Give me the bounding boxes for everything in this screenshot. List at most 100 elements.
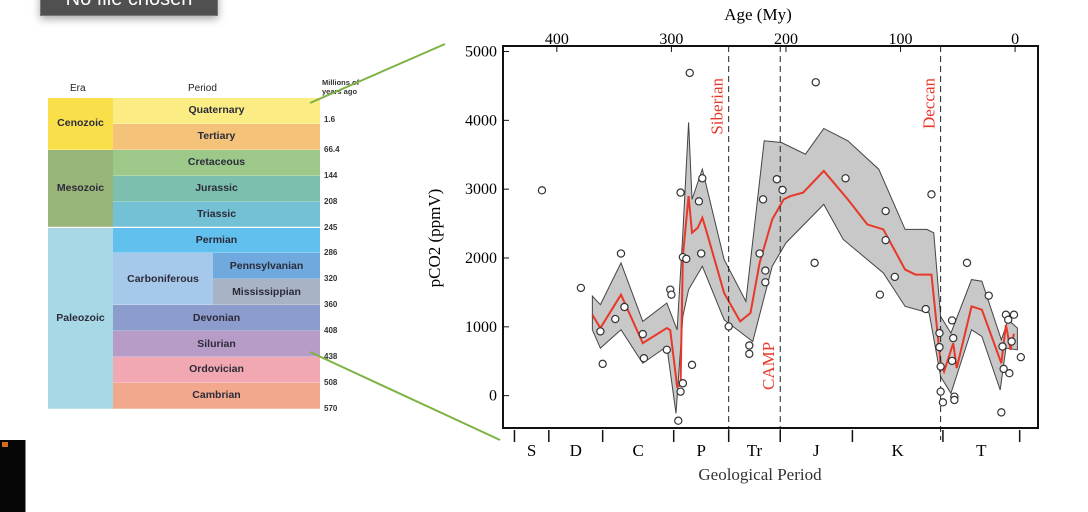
data-point [962, 258, 972, 268]
data-point [676, 387, 685, 396]
data-point [1009, 310, 1019, 319]
data-point [841, 174, 850, 183]
plot-frame [502, 45, 1039, 429]
period-label: K [892, 441, 905, 460]
era-cell: Paleozoic [48, 227, 113, 409]
data-point [755, 249, 764, 258]
data-point [772, 175, 782, 184]
period-label: C [633, 441, 644, 460]
period-cell: Quaternary [113, 98, 320, 124]
data-point [596, 327, 605, 336]
data-point [620, 302, 629, 312]
data-point [1007, 337, 1016, 346]
x-tick-label: 200 [774, 31, 798, 48]
data-point [639, 354, 649, 363]
boundary-age: 360 [324, 300, 338, 310]
zoom-connector-bottom [309, 351, 501, 441]
data-point [935, 328, 944, 338]
subperiod-cell: Mississippian [213, 279, 320, 306]
boundary-age: 208 [324, 196, 338, 206]
data-point [938, 398, 948, 407]
data-point [676, 188, 685, 197]
data-point [724, 322, 733, 331]
period-cell: Triassic [113, 201, 320, 228]
period-label: S [527, 441, 536, 460]
y-tick-label: 4000 [465, 112, 497, 129]
data-point [682, 254, 691, 264]
confidence-band [591, 122, 1018, 414]
data-point [698, 174, 707, 183]
data-point [1004, 315, 1013, 324]
period-cell: Devonian [113, 305, 320, 332]
period-label: J [813, 441, 820, 460]
period-cell: Ordovician [113, 357, 320, 383]
x-axis-bottom-label: Geological Period [698, 465, 822, 484]
data-point [811, 78, 820, 87]
period-cell: Jurassic [113, 175, 320, 202]
y-tick-label: 1000 [465, 319, 497, 336]
data-point [745, 349, 754, 359]
data-point [685, 68, 694, 78]
data-point [761, 278, 770, 287]
data-point [921, 304, 930, 314]
period-label: D [570, 441, 582, 460]
period-cell: Silurian [113, 331, 320, 357]
y-axis-label: pCO2 (ppmV) [425, 189, 444, 288]
file-input-label: No file chosen [66, 0, 193, 10]
data-point [674, 416, 683, 425]
zoom-connector-top [309, 43, 446, 104]
video-thumbnail[interactable] [0, 440, 26, 512]
x-tick-label: 300 [659, 31, 683, 48]
data-point [927, 190, 936, 199]
period-cell: Tertiary [113, 123, 320, 150]
boundary-age: 66.4 [324, 144, 340, 154]
data-point [890, 272, 899, 282]
subperiod-cell: Pennsylvanian [213, 253, 320, 280]
boundary-age: 570 [324, 403, 338, 413]
data-point [576, 283, 586, 293]
data-point [935, 342, 944, 352]
event-label: Deccan [920, 78, 939, 129]
data-point [1016, 352, 1026, 362]
period-cell: Cambrian [113, 382, 320, 409]
data-point [984, 291, 993, 300]
data-point [778, 185, 787, 195]
data-point [881, 206, 890, 216]
data-point [616, 249, 626, 258]
data-point [875, 290, 885, 299]
period-label: T [976, 441, 987, 460]
era-header: Era [70, 83, 86, 94]
boundary-age: 1.6 [324, 114, 336, 124]
period-cell: Carboniferous [113, 253, 213, 306]
x-tick-label: 400 [545, 31, 569, 48]
y-tick-label: 2000 [465, 250, 497, 267]
data-point [936, 387, 945, 396]
data-point [810, 258, 819, 268]
era-cell: Cenozoic [48, 98, 113, 150]
y-tick-label: 3000 [465, 181, 497, 198]
data-point [999, 364, 1008, 374]
event-label: Siberian [708, 78, 727, 135]
x-tick-label: 0 [1011, 31, 1019, 48]
data-point [745, 341, 754, 350]
x-tick-label: 100 [889, 31, 913, 48]
data-point [1005, 369, 1014, 378]
mya-header: Millions of years ago [322, 78, 360, 96]
data-point [696, 249, 706, 258]
data-point [667, 290, 676, 299]
data-point [611, 314, 620, 324]
boundary-age: 245 [324, 222, 338, 232]
period-label: Tr [747, 441, 763, 460]
data-point [537, 186, 547, 195]
file-input-button[interactable]: No file chosen [40, 0, 218, 16]
data-point [662, 345, 672, 355]
period-label: P [696, 441, 705, 460]
data-point [638, 329, 647, 339]
data-point [947, 356, 957, 366]
y-tick-label: 0 [489, 388, 497, 405]
boundary-age: 144 [324, 170, 338, 180]
data-point [694, 197, 704, 206]
boundary-age: 408 [324, 326, 338, 336]
data-point [598, 359, 607, 369]
